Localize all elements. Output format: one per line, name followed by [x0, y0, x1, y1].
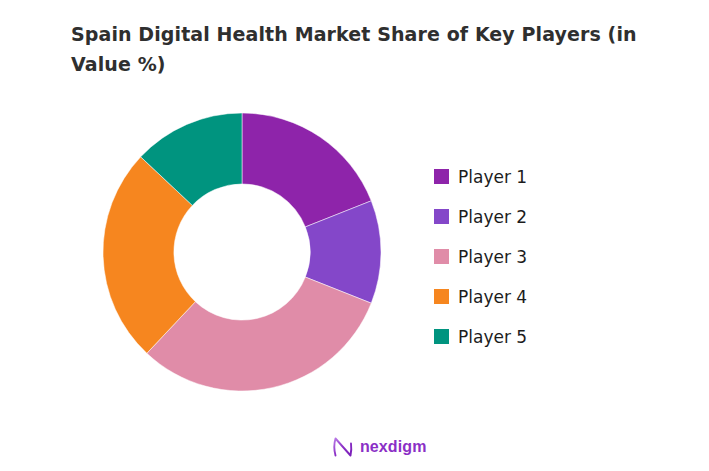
legend-swatch: [434, 329, 449, 344]
nexdigm-logo-text: nexdigm: [360, 438, 427, 456]
legend-item-player-2: Player 2: [434, 209, 527, 224]
legend-swatch: [434, 249, 449, 264]
legend-swatch: [434, 209, 449, 224]
legend-item-player-1: Player 1: [434, 169, 527, 184]
legend-swatch: [434, 289, 449, 304]
donut-chart: [102, 112, 382, 392]
legend-label: Player 1: [458, 167, 527, 187]
legend-label: Player 3: [458, 247, 527, 267]
legend-label: Player 2: [458, 207, 527, 227]
chart-title-line1: Spain Digital Health Market Share of Key…: [71, 23, 637, 45]
legend-label: Player 4: [458, 287, 527, 307]
legend-item-player-4: Player 4: [434, 289, 527, 304]
legend: Player 1 Player 2 Player 3 Player 4 Player 5: [434, 169, 527, 369]
legend-label: Player 5: [458, 327, 527, 347]
chart-title: Spain Digital Health Market Share of Key…: [71, 19, 637, 79]
legend-swatch: [434, 169, 449, 184]
legend-item-player-3: Player 3: [434, 249, 527, 264]
footer-logo: nexdigm: [331, 434, 427, 460]
chart-title-line2: Value %): [71, 53, 166, 75]
legend-item-player-5: Player 5: [434, 329, 527, 344]
nexdigm-logo-icon: [331, 434, 356, 460]
